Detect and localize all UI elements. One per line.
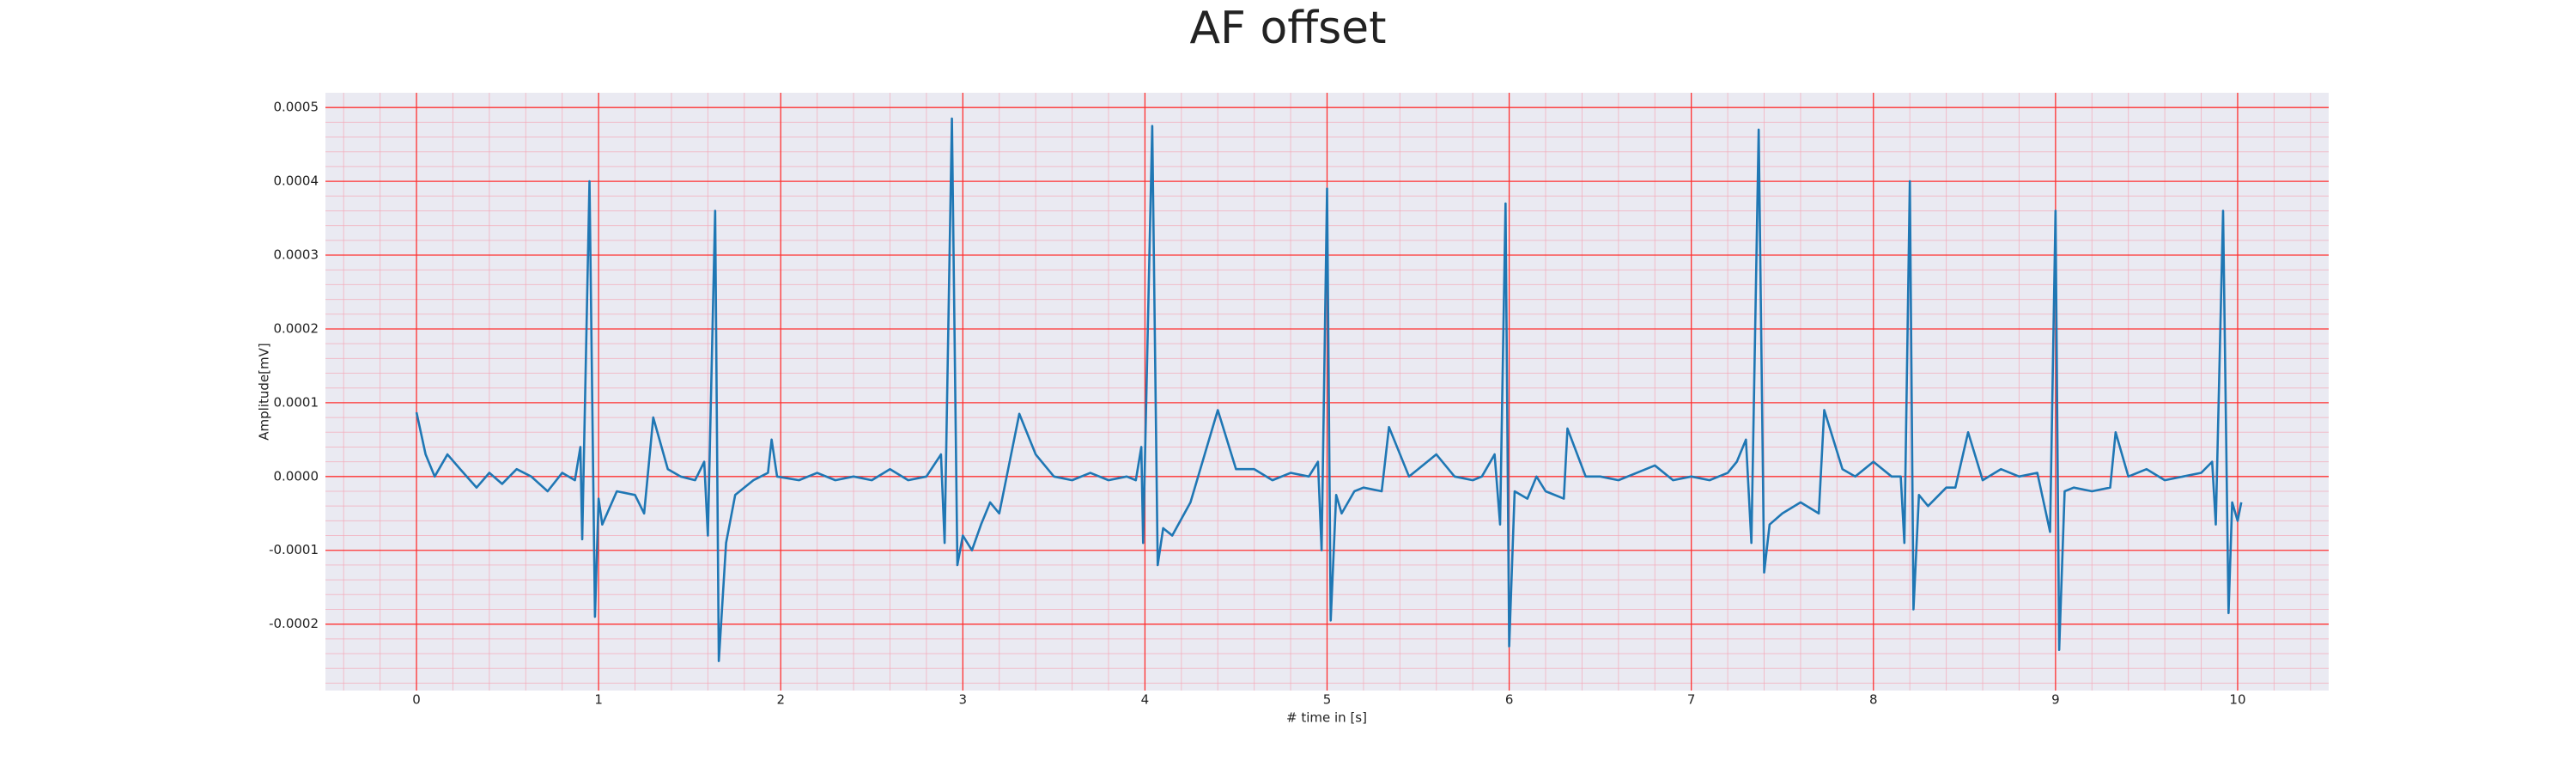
x-tick-label: 7	[1687, 692, 1696, 708]
x-tick-label: 8	[1869, 692, 1878, 708]
x-tick-label: 0	[412, 692, 421, 708]
x-tick-label: 1	[594, 692, 603, 708]
x-tick-label: 9	[2051, 692, 2060, 708]
ecg-line	[415, 117, 2243, 662]
x-tick-label: 2	[776, 692, 785, 708]
y-tick-label: 0.0004	[274, 173, 319, 189]
y-tick-label: -0.0001	[269, 542, 319, 557]
y-axis-label: Amplitude[mV]	[257, 343, 272, 440]
y-tick-label: 0.0002	[274, 320, 319, 336]
y-tick-label: 0.0003	[274, 247, 319, 263]
y-tick-label: 0.0005	[274, 100, 319, 115]
x-tick-label: 5	[1323, 692, 1332, 708]
y-tick-label: 0.0001	[274, 394, 319, 410]
x-tick-label: 4	[1141, 692, 1150, 708]
x-tick-label: 10	[2229, 692, 2245, 708]
y-tick-label: 0.0000	[274, 468, 319, 484]
chart-title: AF offset	[1189, 3, 1386, 54]
x-axis-label: # time in [s]	[1286, 710, 1367, 726]
y-tick-label: -0.0002	[269, 616, 319, 631]
x-tick-label: 3	[959, 692, 968, 708]
x-tick-label: 6	[1505, 692, 1514, 708]
